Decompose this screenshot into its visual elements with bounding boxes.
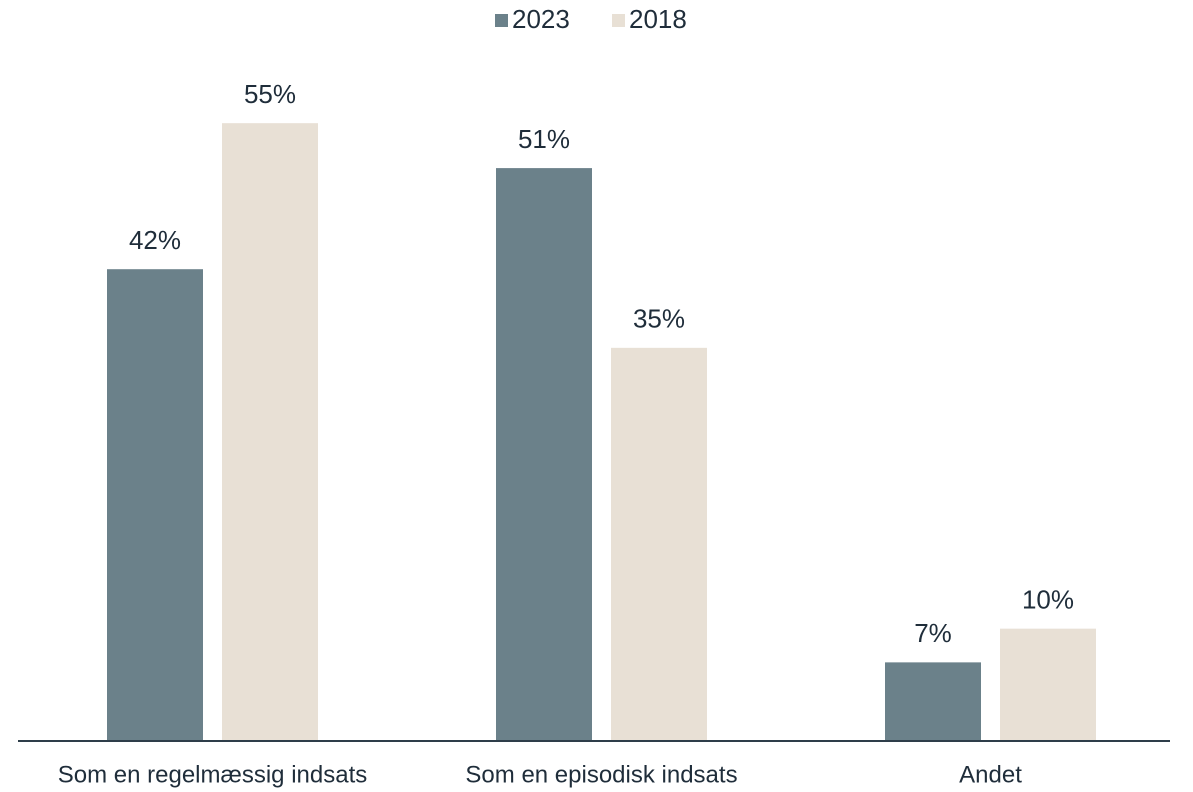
x-tick-label: Som en episodisk indsats bbox=[465, 761, 737, 788]
data-label: 35% bbox=[633, 304, 685, 334]
bar bbox=[885, 662, 981, 741]
bar bbox=[222, 123, 318, 741]
data-label: 55% bbox=[244, 79, 296, 109]
legend-swatch bbox=[495, 14, 508, 27]
legend-label: 2018 bbox=[629, 4, 687, 34]
bar bbox=[496, 168, 592, 742]
data-label: 42% bbox=[129, 225, 181, 255]
bar bbox=[1000, 628, 1096, 741]
x-tick-label: Som en regelmæssig indsats bbox=[58, 761, 367, 788]
bar bbox=[611, 347, 707, 741]
x-tick-label: Andet bbox=[959, 761, 1022, 788]
data-label: 51% bbox=[518, 124, 570, 154]
data-label: 10% bbox=[1022, 585, 1074, 615]
legend-label: 2023 bbox=[512, 4, 570, 34]
legend-swatch bbox=[612, 14, 625, 27]
data-label: 7% bbox=[914, 618, 952, 648]
bar bbox=[107, 269, 203, 741]
